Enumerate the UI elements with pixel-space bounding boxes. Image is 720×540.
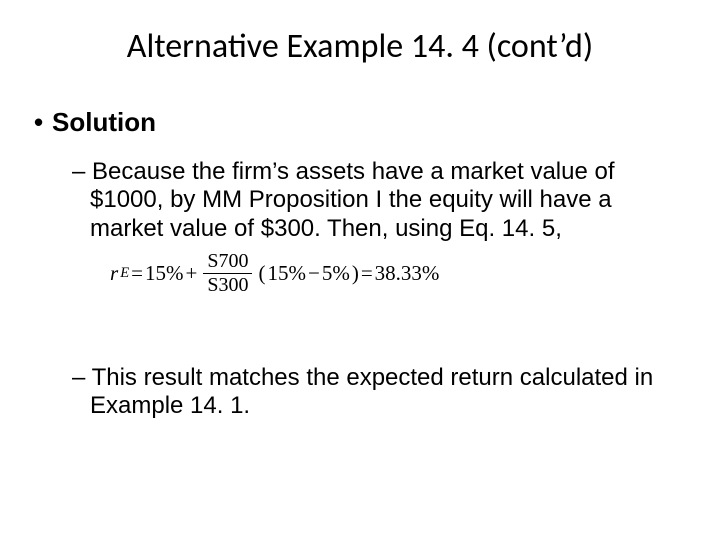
eq-frac-num: S700 (203, 251, 252, 272)
eq-var: r (110, 261, 118, 286)
eq-frac-den: S300 (203, 275, 252, 296)
eq-inner-a: 15% (267, 261, 306, 286)
eq-minus: − (308, 261, 320, 286)
eq-base: 15% (145, 261, 184, 286)
eq-plus: + (186, 261, 198, 286)
eq-lparen: ( (258, 261, 265, 286)
bullet-solution: •Solution (34, 107, 720, 138)
eq-equals-1: = (131, 261, 143, 286)
eq-result: 38.33% (375, 261, 440, 286)
equation: rE = 15% + S700 S300 ( 15% − 5% ) = 38.3… (110, 251, 720, 296)
eq-equals-2: = (361, 261, 373, 286)
bullet-marker: • (34, 107, 52, 138)
eq-sub: E (120, 265, 129, 282)
eq-inner-b: 5% (322, 261, 350, 286)
slide-title: Alternative Example 14. 4 (cont’d) (0, 0, 720, 77)
slide: Alternative Example 14. 4 (cont’d) •Solu… (0, 0, 720, 540)
eq-fraction: S700 S300 (203, 251, 252, 296)
formula-block: rE = 15% + S700 S300 ( 15% − 5% ) = 38.3… (110, 251, 720, 296)
sub-bullet-1: – Because the firm’s assets have a marke… (72, 158, 670, 243)
sub-bullet-2: – This result matches the expected retur… (72, 364, 670, 421)
eq-rparen: ) (352, 261, 359, 286)
bullet-text: Solution (52, 107, 156, 137)
